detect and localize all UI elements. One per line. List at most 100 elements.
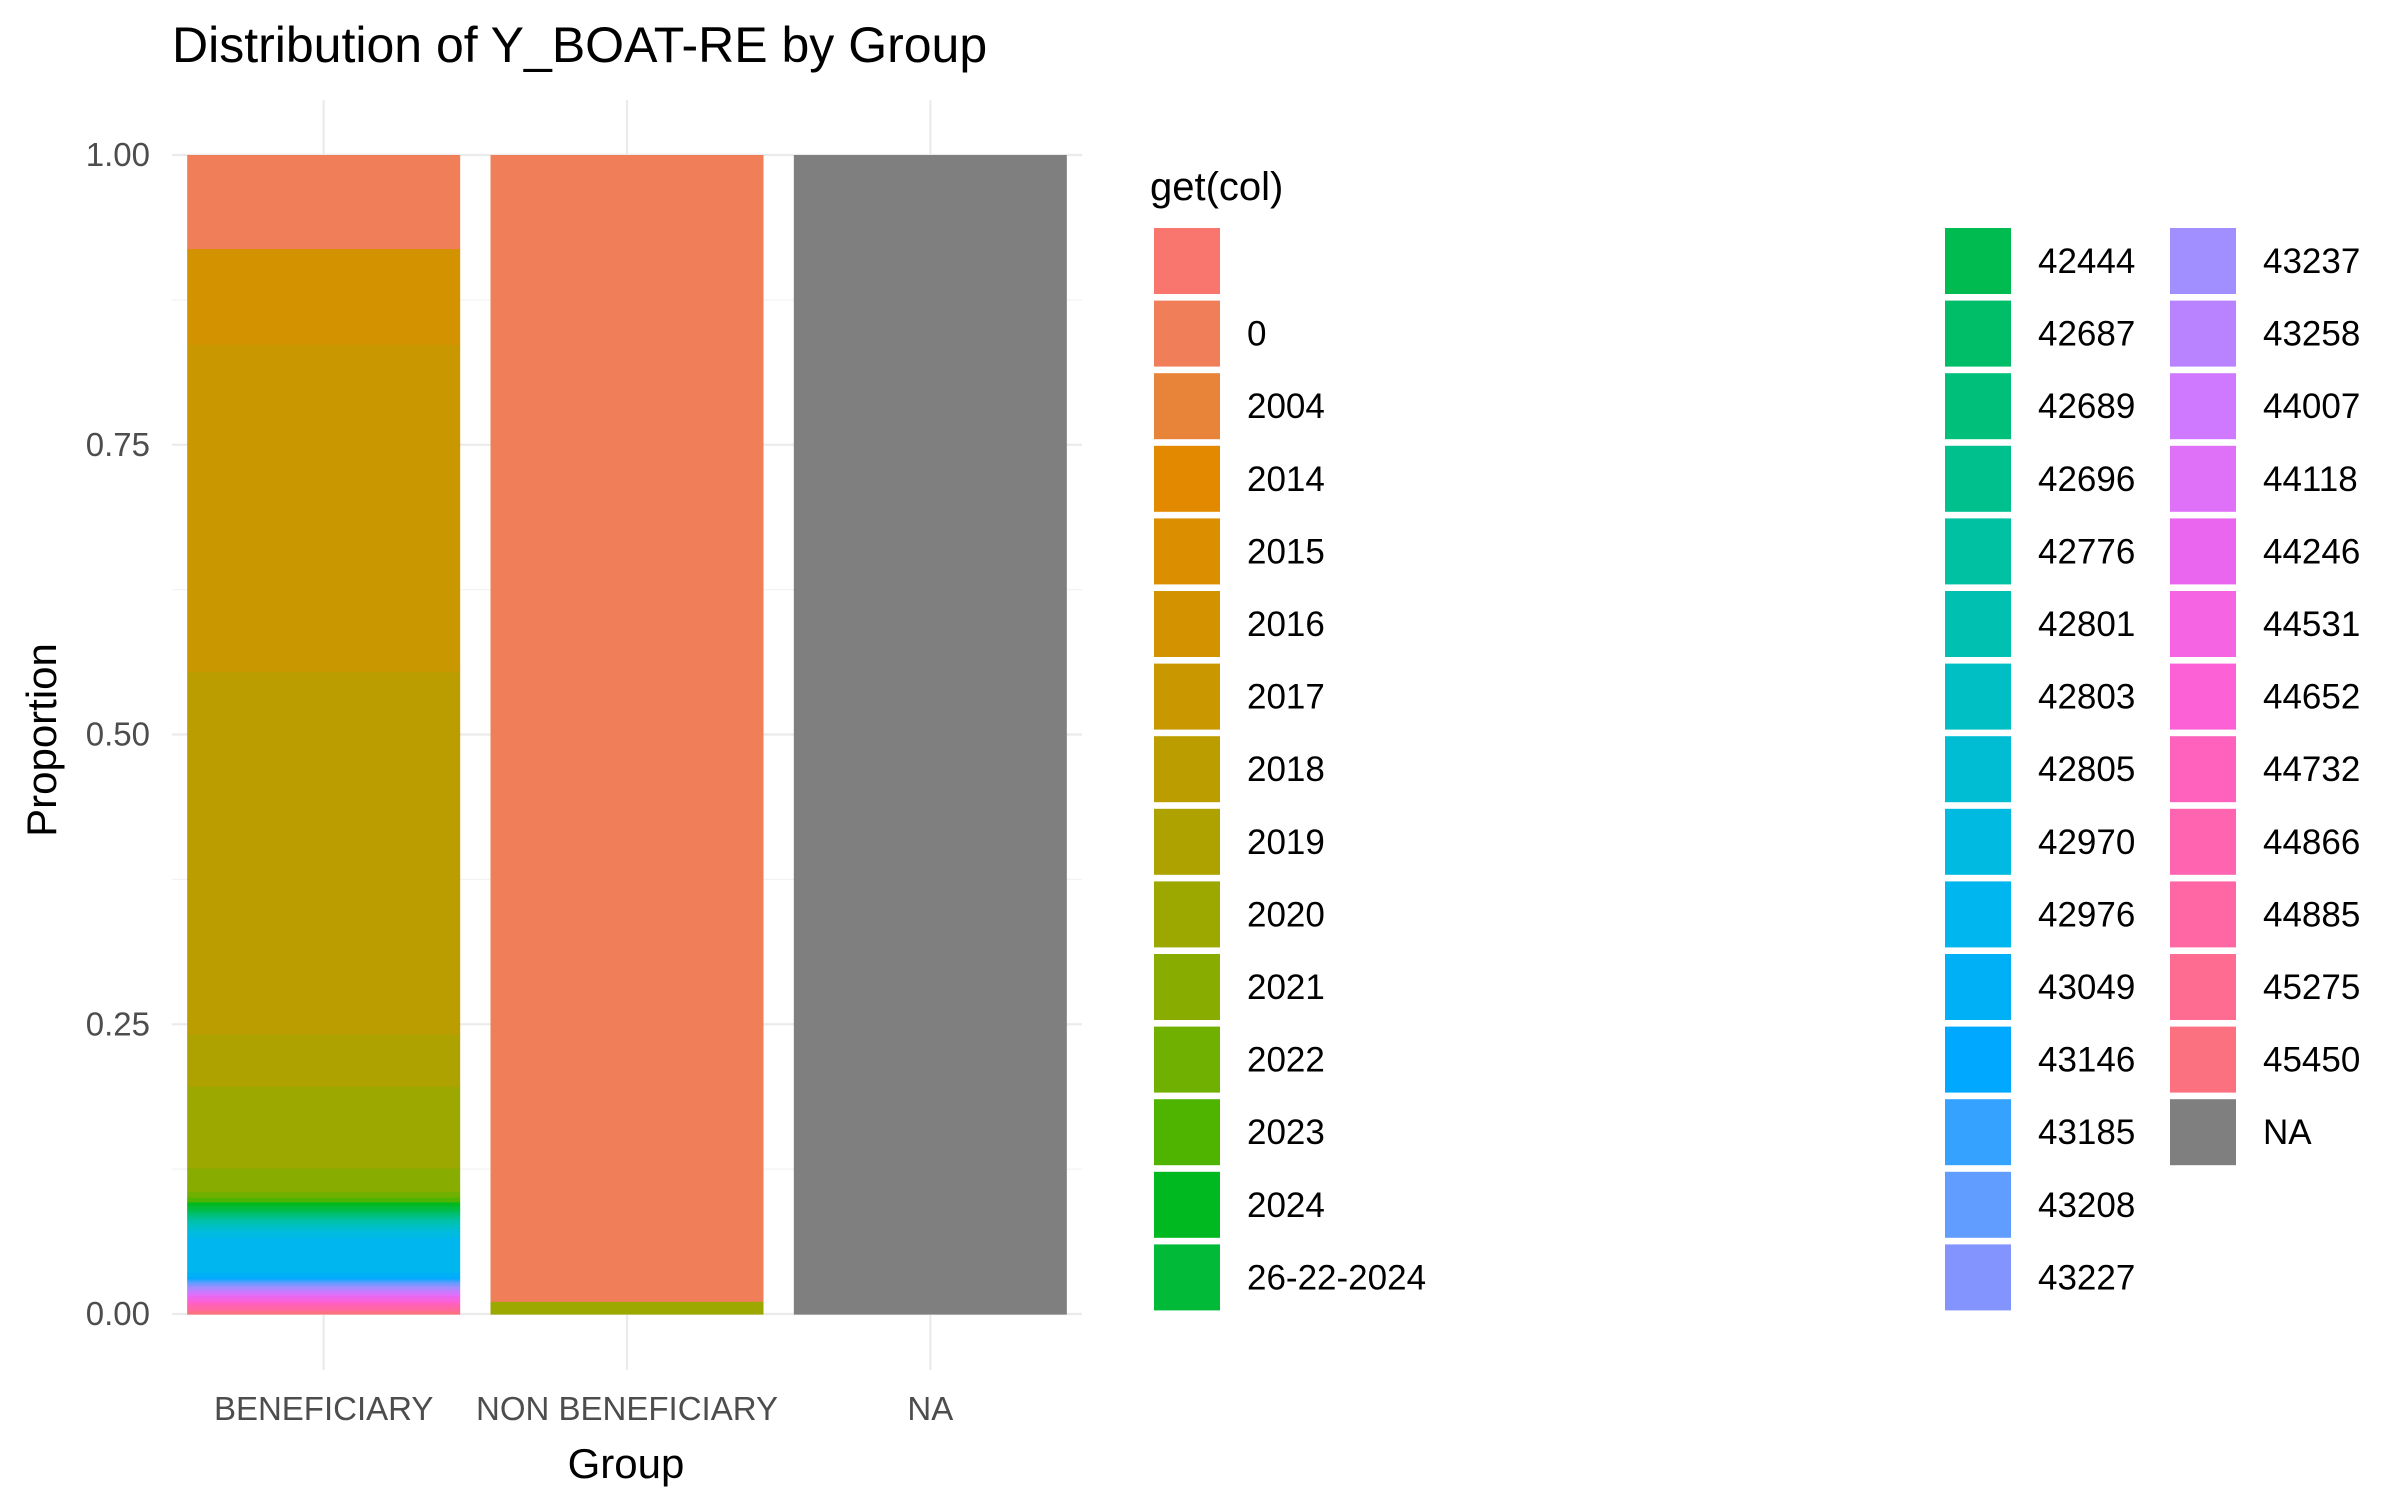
legend-key	[1154, 1244, 1220, 1311]
legend-item: 44007	[2170, 373, 2360, 440]
bar-segment	[187, 1205, 461, 1210]
bar-segment	[187, 1227, 461, 1232]
legend-key	[1945, 881, 2011, 948]
legend-key	[1154, 954, 1220, 1020]
stacked-bars	[187, 155, 1067, 1315]
legend-key	[2170, 445, 2236, 512]
bar-segment	[187, 1290, 461, 1294]
legend-key	[2170, 591, 2236, 657]
legend-item: 0	[1154, 300, 1266, 367]
legend-label: 2004	[1247, 387, 1325, 426]
legend-label: 42801	[2038, 605, 2135, 644]
legend-key	[2170, 663, 2236, 730]
y-tick-label: 1.00	[86, 136, 150, 173]
legend-item: 44246	[2170, 518, 2360, 585]
legend-label: 42776	[2038, 532, 2135, 571]
bar-segment	[187, 671, 461, 1035]
y-tick-label: 0.00	[86, 1295, 150, 1332]
bar-segment	[187, 1306, 461, 1310]
legend-label: 2016	[1247, 605, 1325, 644]
y-tick-label: 0.50	[86, 716, 150, 753]
bar-segment	[187, 1292, 461, 1296]
legend-key	[1154, 300, 1220, 367]
legend-label: 26-22-2024	[1247, 1258, 1426, 1297]
legend-title: get(col)	[1150, 165, 1283, 209]
legend-key	[1154, 373, 1220, 440]
bar-segment	[187, 1297, 461, 1301]
legend-item: 44732	[2170, 736, 2360, 803]
legend-label: 42805	[2038, 750, 2135, 789]
legend-item: 43049	[1945, 954, 2135, 1020]
legend-key	[2170, 518, 2236, 585]
bar-segment	[187, 1304, 461, 1308]
legend-item: 42805	[1945, 736, 2135, 803]
legend-item: 43185	[1945, 1099, 2135, 1166]
bar-segment	[187, 1224, 461, 1229]
bar-segment	[187, 1201, 461, 1206]
legend-key	[1154, 518, 1220, 585]
legend-item: 42689	[1945, 373, 2135, 440]
legend-item: 43146	[1945, 1026, 2135, 1093]
legend-key	[1945, 228, 2011, 294]
legend-key	[1945, 1026, 2011, 1093]
legend-item	[1154, 228, 1220, 294]
legend-item: NA	[2170, 1099, 2312, 1166]
legend-label: 42687	[2038, 315, 2135, 354]
bar-segment	[187, 1302, 461, 1306]
legend-label: 42970	[2038, 823, 2135, 862]
legend-key	[1154, 663, 1220, 730]
bar-segment	[187, 1299, 461, 1303]
legend-key	[1945, 1244, 2011, 1311]
legend-key	[2170, 808, 2236, 875]
legend-label: 43146	[2038, 1041, 2135, 1080]
legend-label: 45450	[2263, 1041, 2360, 1080]
legend-item: 45450	[2170, 1026, 2360, 1093]
legend-key	[2170, 736, 2236, 803]
legend-label: 44866	[2263, 823, 2360, 862]
legend-label: 2024	[1247, 1186, 1325, 1225]
bar-segment	[187, 1215, 461, 1219]
bar-segment	[187, 1271, 461, 1278]
legend-label: 42803	[2038, 678, 2135, 717]
bar-segment	[187, 1208, 461, 1212]
y-axis-ticks: 0.00 0.25 0.50 0.75 1.00	[86, 136, 150, 1332]
legend-item: 2014	[1154, 445, 1325, 512]
legend-key	[2170, 954, 2236, 1020]
legend-label: 2019	[1247, 823, 1325, 862]
legend-label: 2021	[1247, 968, 1325, 1007]
legend-key	[1154, 591, 1220, 657]
legend-item: 42976	[1945, 881, 2135, 948]
legend-label: 42976	[2038, 895, 2135, 934]
legend-item: 42970	[1945, 808, 2135, 875]
chart-title: Distribution of Y_BOAT-RE by Group	[172, 17, 987, 73]
legend-label: 2017	[1247, 678, 1325, 717]
legend-label: 43049	[2038, 968, 2135, 1007]
legend-label: 2014	[1247, 460, 1325, 499]
legend-label: 2020	[1247, 895, 1325, 934]
legend-key	[1154, 228, 1220, 294]
legend-key	[1945, 1099, 2011, 1166]
legend-label: 43227	[2038, 1258, 2135, 1297]
legend-item: 2019	[1154, 808, 1325, 875]
legend-key	[1945, 591, 2011, 657]
legend-label: 2015	[1247, 532, 1325, 571]
legend-item: 2015	[1154, 518, 1325, 585]
bar-segment	[187, 1285, 461, 1289]
legend-label: NA	[2263, 1113, 2312, 1152]
legend-label: 43237	[2263, 242, 2360, 281]
legend-item: 2020	[1154, 881, 1325, 948]
legend-item: 44531	[2170, 591, 2360, 657]
legend-item: 2023	[1154, 1099, 1325, 1166]
bar-segment	[187, 1281, 461, 1285]
legend-label: 45275	[2263, 968, 2360, 1007]
bar-segment	[187, 1220, 461, 1225]
bar-segment	[793, 155, 1067, 1315]
bar-segment	[187, 1283, 461, 1287]
bar-segment	[187, 1311, 461, 1315]
legend-label: 44007	[2263, 387, 2360, 426]
legend-item: 42687	[1945, 300, 2135, 367]
bar-segment	[187, 1236, 461, 1273]
y-tick-label: 0.75	[86, 426, 150, 463]
legend-label: 43208	[2038, 1186, 2135, 1225]
legend-key	[1154, 808, 1220, 875]
